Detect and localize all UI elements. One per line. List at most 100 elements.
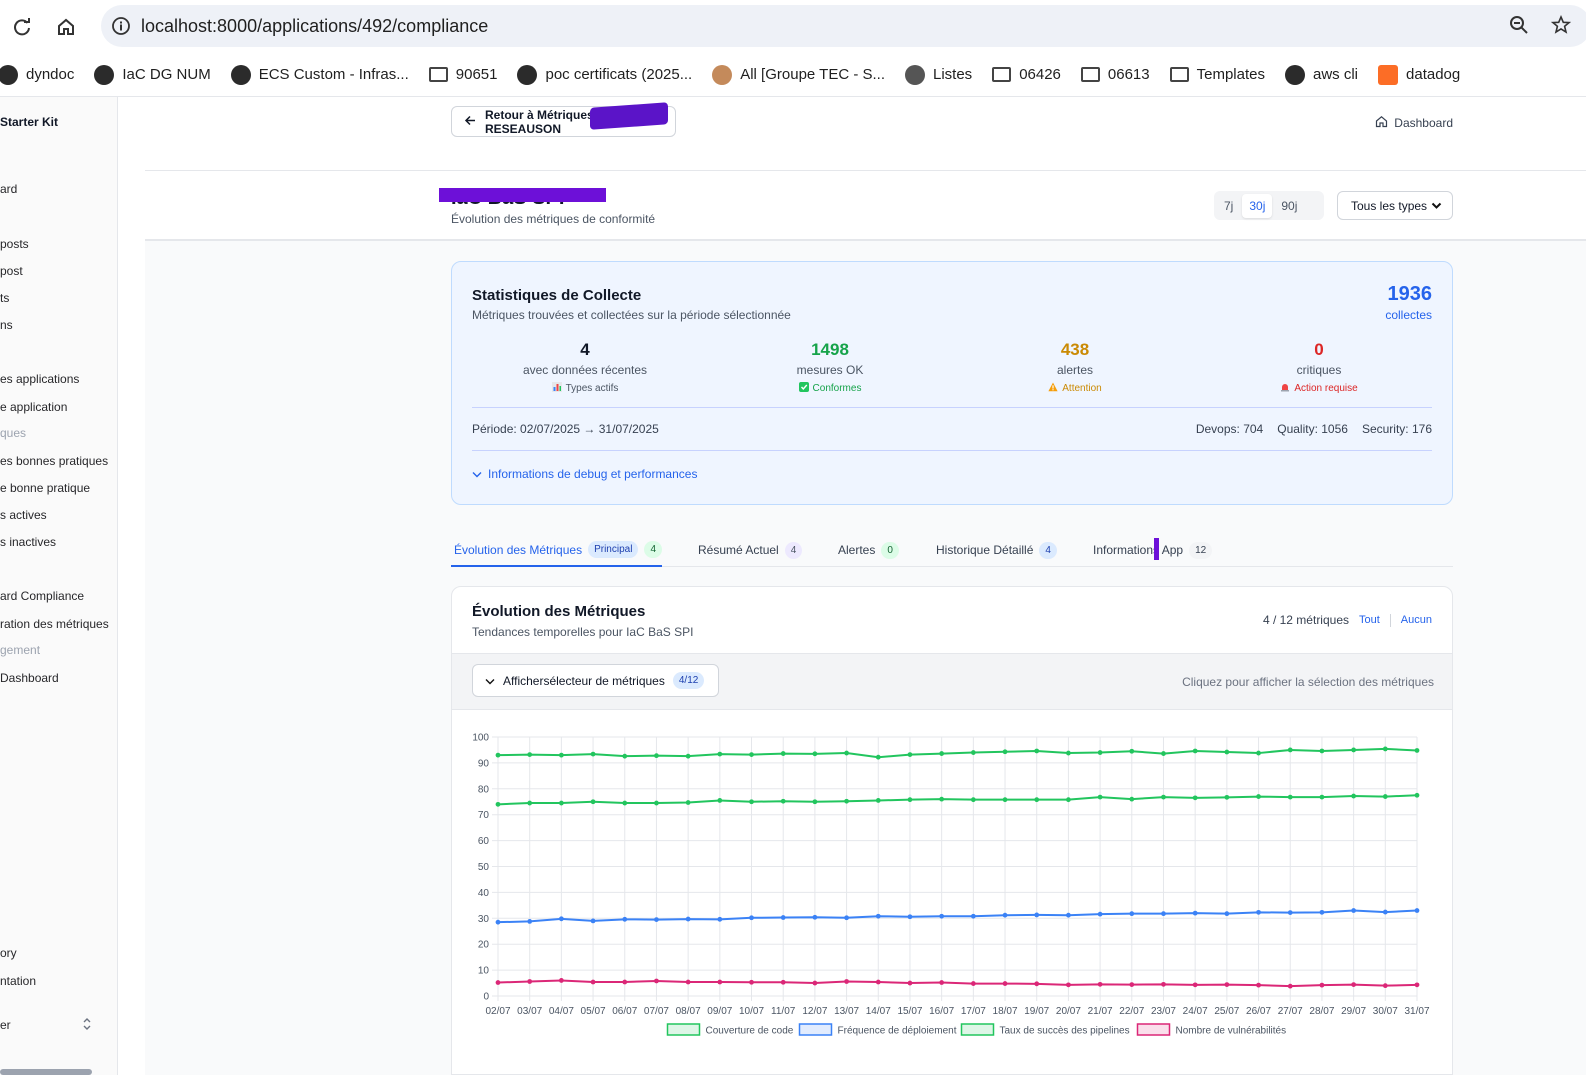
home-icon[interactable] <box>44 5 88 49</box>
data-point <box>907 752 913 758</box>
url-text[interactable]: localhost:8000/applications/492/complian… <box>141 15 489 36</box>
bookmark-item[interactable]: IaC DG NUM <box>94 64 211 85</box>
data-point <box>654 800 659 806</box>
sidebar-item-compliance[interactable]: ard Compliance <box>0 589 85 603</box>
sidebar-item-dashboard[interactable]: ard <box>0 182 18 196</box>
sidebar-item-metrics-config[interactable]: ration des métriques <box>0 617 109 631</box>
data-point <box>558 916 564 922</box>
site-info-icon[interactable] <box>101 16 141 36</box>
data-point <box>939 796 945 802</box>
data-point <box>558 752 564 758</box>
sidebar-item-posts[interactable]: posts <box>0 237 29 251</box>
sidebar-item-documentation[interactable]: ntation <box>0 974 37 988</box>
tab-evolution[interactable]: Évolution des Métriques Principal 4 <box>451 534 662 567</box>
type-select[interactable]: Tous les types <box>1337 191 1453 220</box>
address-bar[interactable]: localhost:8000/applications/492/complian… <box>101 5 1586 47</box>
bookmark-item[interactable]: datadog <box>1378 64 1460 85</box>
sidebar-item-best-practices[interactable]: es bonnes pratiques <box>0 454 109 468</box>
legend-label: Couverture de code <box>706 1026 794 1037</box>
kpi-value: 4 <box>580 340 590 359</box>
debug-toggle[interactable]: Informations de debug et performances <box>472 467 697 481</box>
sidebar-item-history[interactable]: ory <box>0 946 17 960</box>
bookmark-item[interactable]: 06613 <box>1080 66 1150 83</box>
redaction-mark <box>1154 538 1159 560</box>
bookmark-item[interactable]: Listes <box>905 64 972 85</box>
legend-label: Nombre de vulnérabilités <box>1176 1026 1287 1037</box>
tab-alerts[interactable]: Alertes 0 <box>835 534 899 566</box>
x-tick-label: 22/07 <box>1119 1006 1144 1017</box>
data-point <box>1002 912 1008 918</box>
bookmark-item[interactable]: dyndoc <box>0 64 74 85</box>
bookmark-item[interactable]: poc certificats (2025... <box>517 64 692 85</box>
y-tick-label: 10 <box>478 966 490 977</box>
data-point <box>1192 748 1198 754</box>
metrics-count: 4 / 12 métriques Tout Aucun <box>1263 613 1432 627</box>
sidebar-item-new-post[interactable]: post <box>0 264 23 278</box>
data-point <box>812 751 818 757</box>
kpi-label: critiques <box>1296 363 1342 377</box>
dashboard-link[interactable]: Dashboard <box>1375 115 1453 131</box>
bookmark-item[interactable]: Templates <box>1169 66 1265 83</box>
bookmark-item[interactable]: All [Groupe TEC - S... <box>712 64 885 85</box>
metrics-title: Évolution des Métriques <box>472 603 646 620</box>
series-line <box>497 747 1418 759</box>
data-point <box>717 916 723 922</box>
kpi-value: 438 <box>1060 340 1090 359</box>
x-tick-label: 29/07 <box>1341 1006 1366 1017</box>
x-tick-label: 10/07 <box>739 1006 764 1017</box>
period-30j-button[interactable]: 30j <box>1242 193 1273 218</box>
sidebar-item-inactive[interactable]: s inactives <box>0 535 57 549</box>
bookmark-star-icon[interactable] <box>1550 14 1572 40</box>
tab-history[interactable]: Historique Détaillé 4 <box>933 534 1057 566</box>
zoom-icon[interactable] <box>1509 15 1529 40</box>
tab-app-info[interactable]: Informations App 12 <box>1090 534 1213 566</box>
sidebar-item-dashboard-2[interactable]: Dashboard <box>0 671 59 685</box>
bookmark-item[interactable]: ECS Custom - Infras... <box>230 64 409 85</box>
sidebar-item-applications[interactable]: es applications <box>0 372 80 386</box>
x-tick-label: 14/07 <box>866 1006 891 1017</box>
data-point <box>654 753 659 759</box>
sidebar-item-ns[interactable]: ns <box>0 318 13 332</box>
data-point <box>1002 981 1008 986</box>
x-tick-label: 12/07 <box>802 1006 827 1017</box>
bookmark-item[interactable]: aws cli <box>1285 64 1358 85</box>
data-point <box>1129 748 1135 754</box>
sidebar-brand[interactable]: Starter Kit <box>0 115 59 129</box>
select-all-link[interactable]: Tout <box>1359 614 1380 626</box>
x-tick-label: 19/07 <box>1024 1006 1049 1017</box>
sidebar-item-new-practice[interactable]: e bonne pratique <box>0 481 91 495</box>
show-selector-button[interactable]: Affichersélecteur de métriques 4/12 <box>472 664 719 697</box>
data-point <box>1002 749 1008 755</box>
bookmark-item[interactable]: 06426 <box>992 66 1061 83</box>
data-point <box>780 798 786 804</box>
data-point <box>1224 749 1230 755</box>
period-7j-button[interactable]: 7j <box>1224 198 1234 213</box>
data-point <box>1256 794 1261 799</box>
sidebar-item-active[interactable]: s actives <box>0 508 47 522</box>
bookmark-item[interactable]: 90651 <box>428 66 497 83</box>
legend-swatch <box>1136 1023 1171 1036</box>
folder-icon <box>428 67 448 82</box>
kpi-ok: 1498 mesures OK Conformes <box>730 340 930 395</box>
period-90j-button[interactable]: 90j <box>1281 198 1298 213</box>
security-count: Security: 176 <box>1361 422 1432 436</box>
tab-summary[interactable]: Résumé Actuel 4 <box>695 534 803 566</box>
select-none-link[interactable]: Aucun <box>1400 614 1432 626</box>
data-point <box>812 799 818 805</box>
chevron-updown-icon[interactable] <box>82 1017 92 1036</box>
data-point <box>1319 909 1325 915</box>
sidebar-scrollbar[interactable] <box>0 1069 92 1075</box>
divider <box>1389 613 1391 627</box>
data-point <box>622 916 628 922</box>
sidebar-item-ts[interactable]: ts <box>0 291 10 305</box>
sidebar-user[interactable]: er <box>0 1018 11 1032</box>
data-point <box>1066 797 1071 803</box>
sidebar-item-new-application[interactable]: e application <box>0 400 68 414</box>
data-point <box>1414 982 1420 988</box>
reload-icon[interactable] <box>0 5 44 49</box>
data-point <box>875 979 881 985</box>
data-point <box>907 980 913 986</box>
home-icon <box>1375 115 1388 131</box>
data-point <box>1414 908 1420 913</box>
redaction-mark <box>439 188 606 202</box>
